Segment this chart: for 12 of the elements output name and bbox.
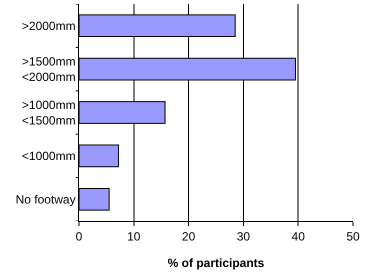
x-tick-label: 30 bbox=[236, 229, 250, 244]
x-tick-label: 20 bbox=[182, 229, 196, 244]
x-tick-label: 10 bbox=[127, 229, 141, 244]
y-tick-label: <1000mm bbox=[22, 149, 76, 164]
x-axis-title: % of participants bbox=[168, 256, 265, 270]
y-tick-label: No footway bbox=[16, 192, 76, 206]
y-tick-label: >1500mm <2000mm bbox=[22, 54, 76, 84]
x-tick-label: 50 bbox=[346, 229, 360, 244]
y-tick-label: >1000mm <1500mm bbox=[22, 98, 76, 128]
y-tick-label: >2000mm bbox=[22, 18, 76, 33]
x-tick-label: 0 bbox=[76, 229, 83, 244]
x-tick-label: 40 bbox=[292, 229, 306, 244]
